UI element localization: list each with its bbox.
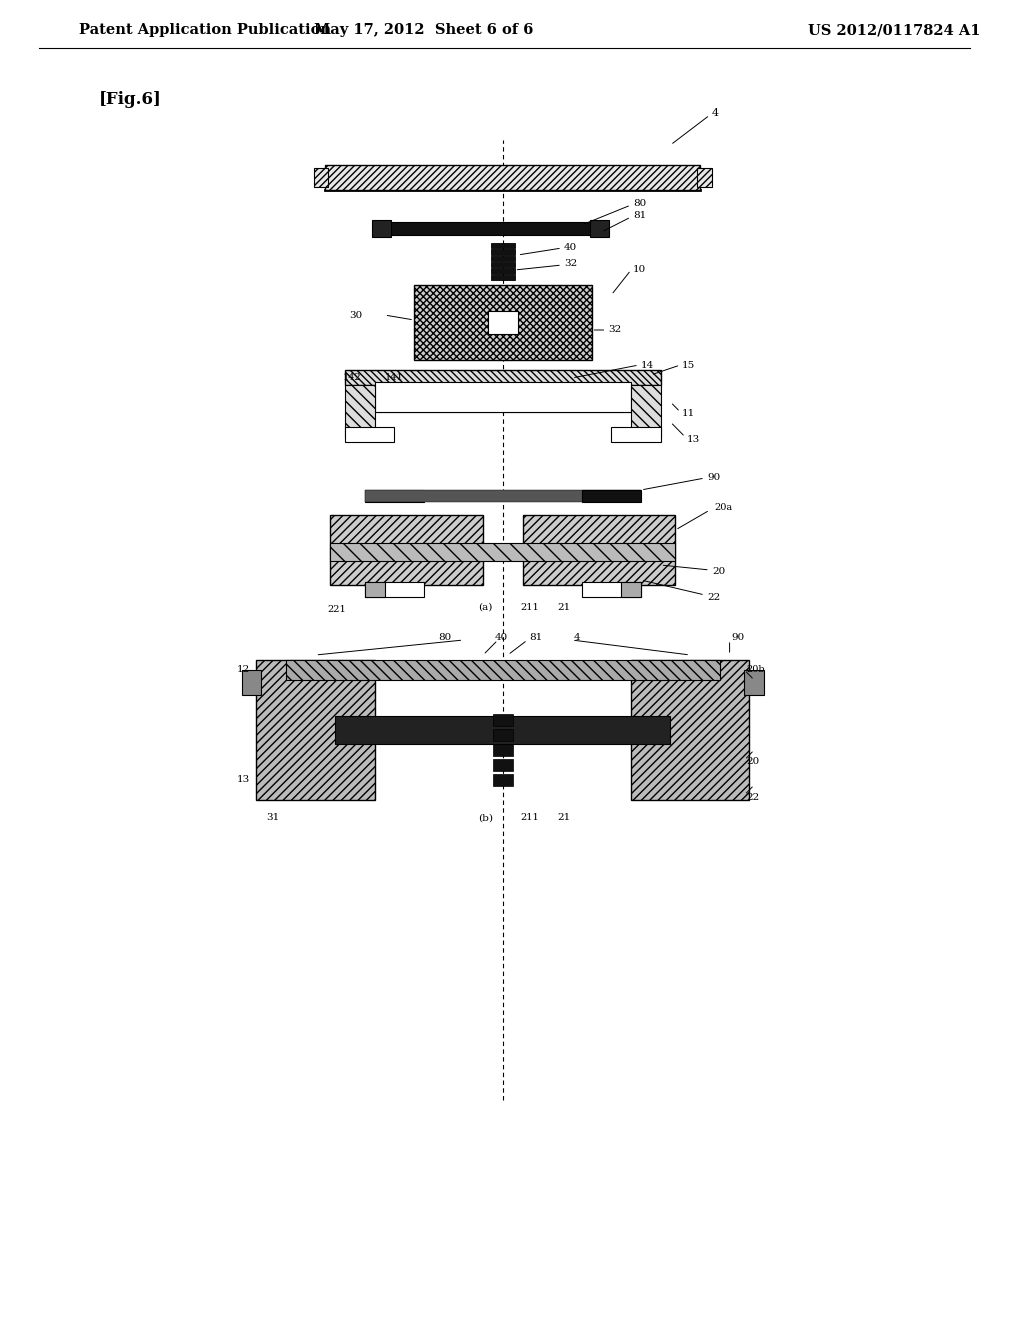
Text: 221: 221 [328,606,346,615]
Text: 20: 20 [746,758,760,767]
Bar [622,582,641,597]
Bar [389,222,592,235]
Text: 22: 22 [746,792,760,801]
Bar [490,243,515,248]
Bar [313,168,329,187]
Bar [365,490,424,502]
Text: 22: 22 [707,593,720,602]
Bar [522,515,676,585]
Bar [345,370,660,385]
Text: 13: 13 [687,434,700,444]
Text: 15: 15 [682,360,695,370]
Text: US 2012/0117824 A1: US 2012/0117824 A1 [809,22,981,37]
Bar [631,385,660,437]
Text: 40: 40 [564,243,578,252]
Bar [490,261,515,268]
Bar [582,490,641,502]
Text: 21: 21 [557,813,570,822]
Text: 13: 13 [237,776,250,784]
Bar [372,220,391,238]
Text: 20: 20 [712,568,725,577]
Text: Patent Application Publication: Patent Application Publication [79,22,331,37]
Text: 80: 80 [438,634,452,643]
Text: 12: 12 [237,665,250,675]
Bar [493,714,513,726]
Bar [490,256,515,261]
Text: 40: 40 [495,634,508,643]
Text: 10: 10 [633,264,646,273]
Text: 81: 81 [633,211,646,220]
Text: 30: 30 [349,310,362,319]
Bar [331,543,676,561]
Text: 142: 142 [343,374,361,383]
Text: May 17, 2012  Sheet 6 of 6: May 17, 2012 Sheet 6 of 6 [314,22,534,37]
Bar [582,582,641,597]
Bar [490,275,515,280]
Bar [493,774,513,785]
Bar [335,715,671,744]
Bar [365,490,641,502]
Text: 80: 80 [633,199,646,209]
Text: 21: 21 [557,602,570,611]
Text: 81: 81 [529,634,543,643]
Text: 20a: 20a [715,503,733,512]
Text: 90: 90 [731,634,744,643]
Text: 31: 31 [266,813,280,822]
Bar [493,729,513,741]
Text: (b): (b) [478,813,494,822]
Bar [493,759,513,771]
Text: 4: 4 [573,634,581,643]
Bar [331,515,483,585]
Bar [631,660,750,800]
Text: 141: 141 [385,374,403,383]
Bar [365,582,424,597]
Text: 20b: 20b [746,665,765,675]
Bar [488,312,517,334]
Bar [590,220,609,238]
Text: [Fig.6]: [Fig.6] [98,91,162,108]
Bar [365,582,385,597]
Bar [490,249,515,255]
Text: 211: 211 [520,813,540,822]
Text: 14: 14 [641,360,654,370]
Text: 32: 32 [608,326,622,334]
Bar [493,744,513,756]
Bar [375,381,631,412]
Text: 90: 90 [707,473,720,482]
Text: 4: 4 [712,108,719,117]
Bar [611,426,660,442]
Bar [697,168,712,187]
Bar [286,660,720,680]
Text: 11: 11 [682,409,695,418]
Bar [414,285,592,360]
Text: (a): (a) [478,602,493,611]
Bar [256,660,375,800]
Bar [744,671,764,696]
Bar [345,426,394,442]
Bar [490,268,515,273]
Bar [345,385,375,437]
Bar [326,165,700,190]
Text: 32: 32 [564,260,578,268]
Text: 211: 211 [520,602,540,611]
Bar [242,671,261,696]
